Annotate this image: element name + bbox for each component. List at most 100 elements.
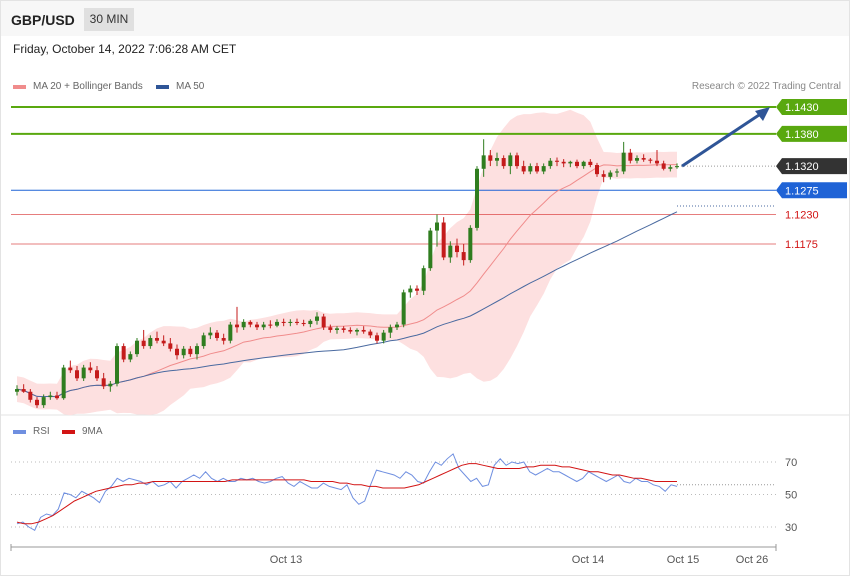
- rsi-legend: RSI: [13, 426, 50, 437]
- candle-body: [135, 340, 139, 355]
- level-label-5: 1.1175: [785, 239, 818, 251]
- candle-body: [248, 321, 253, 325]
- candle-body: [455, 245, 459, 253]
- candle-body: [201, 335, 206, 347]
- candle-body: [641, 158, 646, 160]
- candle-body: [421, 268, 426, 291]
- candle-body: [621, 152, 626, 172]
- candle-body: [468, 227, 473, 261]
- rsi-line: [16, 453, 678, 532]
- target-arrow-shaft: [681, 111, 763, 168]
- candle-body: [395, 324, 399, 328]
- candle-body: [508, 155, 513, 167]
- x-tick-label: Oct 14: [572, 554, 604, 566]
- rsi-ma-legend: 9MA: [62, 426, 103, 437]
- level-label-1: 1.1380: [785, 129, 819, 141]
- rsi-ma-legend-label: 9MA: [82, 426, 103, 437]
- candle-body: [315, 316, 319, 321]
- candle-body: [101, 378, 106, 387]
- candle-body: [655, 160, 659, 164]
- level-label-box-0: [776, 99, 847, 115]
- candle-body: [388, 327, 393, 333]
- ma50-line: [16, 211, 678, 398]
- candle-body: [335, 328, 339, 330]
- candle-body: [288, 321, 293, 323]
- candle-body: [461, 252, 466, 261]
- candle-body: [261, 324, 266, 328]
- candle-body: [301, 322, 306, 325]
- timestamp: Friday, October 14, 2022 7:06:28 AM CET: [13, 42, 237, 56]
- candle-body: [401, 292, 406, 325]
- candle-body: [615, 171, 619, 173]
- candle-body: [241, 321, 246, 328]
- ma50-legend-label: MA 50: [176, 81, 205, 92]
- candle-body: [548, 160, 553, 167]
- candle-body: [15, 389, 19, 392]
- x-tick-label: Oct 13: [270, 554, 302, 566]
- candle-body: [328, 327, 333, 330]
- candle-body: [355, 329, 359, 332]
- candle-body: [48, 395, 53, 398]
- candle-body: [668, 167, 673, 169]
- candle-body: [375, 335, 379, 341]
- candle-body: [608, 172, 613, 177]
- candle-body: [95, 370, 99, 379]
- candle-body: [415, 288, 419, 291]
- candle-body: [88, 367, 93, 371]
- chart-header: GBP/USD 30 MIN: [1, 1, 849, 36]
- candle-body: [228, 324, 233, 341]
- candle-body: [481, 155, 486, 169]
- candle-body: [381, 332, 386, 341]
- candle-body: [448, 245, 453, 258]
- candle-body: [148, 338, 153, 347]
- bollinger-band: [17, 109, 677, 416]
- rsi-tick-70: 70: [785, 457, 797, 469]
- candle-body: [55, 395, 59, 399]
- candle-body: [321, 316, 326, 328]
- candle-body: [475, 168, 479, 228]
- candle-body: [515, 155, 519, 167]
- ma50-swatch: [156, 84, 169, 89]
- candle-body: [568, 161, 573, 164]
- candle-body: [521, 166, 526, 172]
- candle-body: [108, 383, 113, 387]
- candle-body: [341, 328, 346, 330]
- level-label-2: 1.1320: [785, 161, 819, 173]
- candle-body: [175, 348, 179, 356]
- candle-body: [161, 340, 166, 344]
- rsi-tick-50: 50: [785, 490, 797, 502]
- candle-body: [215, 332, 219, 339]
- ma20-legend-label: MA 20 + Bollinger Bands: [33, 81, 143, 92]
- ma20-swatch: [13, 84, 26, 89]
- rsi-panel: 70 50 30: [11, 453, 797, 534]
- rsi-ma-swatch: [62, 429, 75, 434]
- bollinger-band-layer: [17, 109, 677, 416]
- rsi-legend-label: RSI: [33, 426, 50, 437]
- level-label-box-3: [776, 182, 847, 199]
- candle-body: [535, 166, 539, 172]
- candle-body: [428, 230, 433, 269]
- candle-body: [81, 367, 86, 379]
- candle-body: [281, 321, 286, 323]
- candle-body: [61, 367, 66, 399]
- candle-body: [208, 332, 213, 336]
- level-label-box-1: [776, 125, 847, 142]
- candle-body: [195, 346, 199, 355]
- candle-body: [115, 346, 119, 384]
- candle-body: [648, 159, 653, 161]
- candle-body: [188, 348, 193, 355]
- candle-body: [75, 370, 79, 379]
- candle-body: [221, 338, 226, 341]
- candle-body: [141, 340, 146, 347]
- candle-body: [255, 324, 259, 328]
- candle-body: [561, 161, 566, 164]
- moving-average-layer: [16, 164, 678, 398]
- timeframe-button[interactable]: 30 MIN: [84, 8, 134, 31]
- candle-body: [181, 348, 186, 356]
- level-label-4: 1.1230: [785, 209, 819, 221]
- candles-layer: [15, 139, 679, 408]
- candle-body: [35, 399, 39, 406]
- target-arrow-head: [755, 107, 770, 121]
- candle-body: [295, 321, 299, 323]
